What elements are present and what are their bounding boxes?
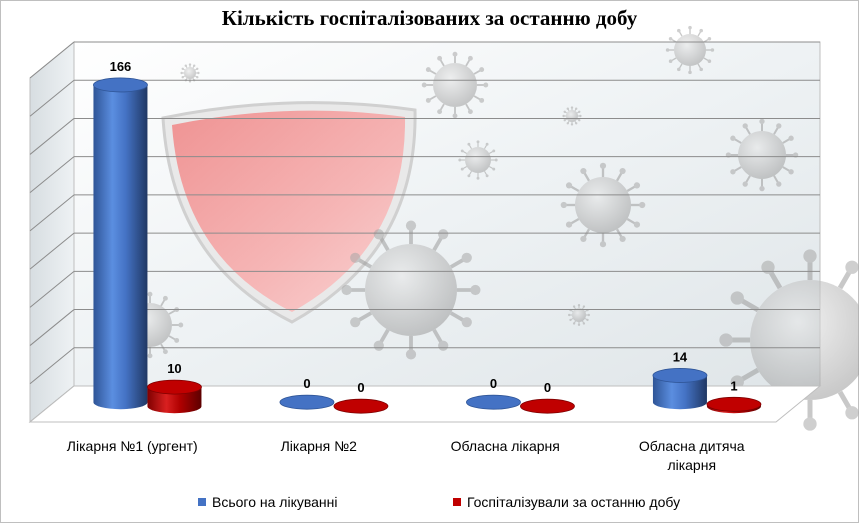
legend: Всього на лікуванні Госпіталізували за о… — [0, 494, 859, 514]
data-label: 1 — [730, 378, 737, 393]
virus-icon — [560, 162, 646, 248]
category-label: Лікарня №2 — [280, 438, 357, 454]
gridline-side — [29, 347, 75, 385]
bar-top — [466, 394, 521, 410]
legend-item-series-1: Всього на лікуванні — [198, 494, 338, 510]
gridline-side — [29, 41, 75, 79]
gridline-side — [29, 79, 75, 117]
bar-total-1 — [279, 394, 335, 410]
category-label: Лікарня №1 (ургент) — [66, 438, 198, 454]
chart-title: Кількість госпіталізованих за останню до… — [221, 6, 638, 30]
legend-label: Всього на лікуванні — [212, 494, 338, 510]
data-label: 0 — [490, 376, 497, 391]
data-label: 166 — [110, 59, 132, 74]
virus-icon — [725, 118, 799, 192]
bar-body — [147, 387, 202, 414]
bar-top — [333, 398, 389, 414]
data-label: 0 — [357, 380, 364, 395]
category-label: Обласна лікарня — [450, 438, 560, 454]
bar-total-2 — [466, 394, 521, 410]
gridline-side — [29, 118, 75, 155]
data-label: 10 — [167, 361, 181, 376]
bar-hospitalized-2 — [520, 398, 575, 414]
legend-swatch-red — [453, 498, 461, 506]
bar-body — [93, 84, 148, 410]
data-label: 0 — [303, 376, 310, 391]
category-label: Обласна дитяча лікарня — [638, 438, 745, 473]
bar-top — [652, 368, 708, 383]
bar-hospitalized-3 — [706, 396, 762, 414]
data-label: 0 — [544, 380, 551, 395]
gridline-side — [29, 309, 75, 346]
virus-icon — [562, 106, 582, 126]
gridline-side — [29, 270, 75, 308]
legend-item-series-2: Госпіталізували за останню добу — [453, 494, 680, 510]
legend-label: Госпіталізували за останню добу — [467, 494, 681, 510]
shield-icon-fill — [172, 110, 406, 312]
virus-icon — [458, 140, 498, 180]
legend-swatch-blue — [198, 498, 206, 506]
bar-body — [652, 375, 707, 410]
bar-hospitalized-1 — [333, 398, 389, 414]
bar-top — [147, 379, 202, 395]
bar-total-3 — [652, 368, 708, 410]
virus-icon — [180, 63, 200, 83]
bar-hospitalized-0 — [147, 379, 202, 414]
gridline-side — [29, 156, 75, 194]
side-wall — [29, 40, 75, 424]
virus-icon — [341, 220, 481, 360]
bar-top — [520, 398, 575, 414]
bar-top — [93, 77, 148, 93]
gridline-side — [29, 194, 75, 232]
bar-top — [279, 394, 335, 410]
virus-icon — [568, 304, 590, 326]
data-label: 14 — [673, 349, 688, 364]
virus-icon — [421, 51, 489, 119]
bar-top — [706, 396, 762, 412]
bar-total-0 — [93, 77, 148, 410]
gridline-side — [29, 232, 75, 270]
